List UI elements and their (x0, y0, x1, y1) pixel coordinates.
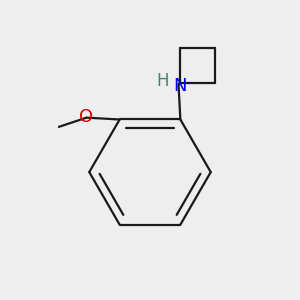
Text: N: N (174, 77, 187, 95)
Text: O: O (80, 108, 94, 126)
Text: H: H (157, 72, 169, 90)
